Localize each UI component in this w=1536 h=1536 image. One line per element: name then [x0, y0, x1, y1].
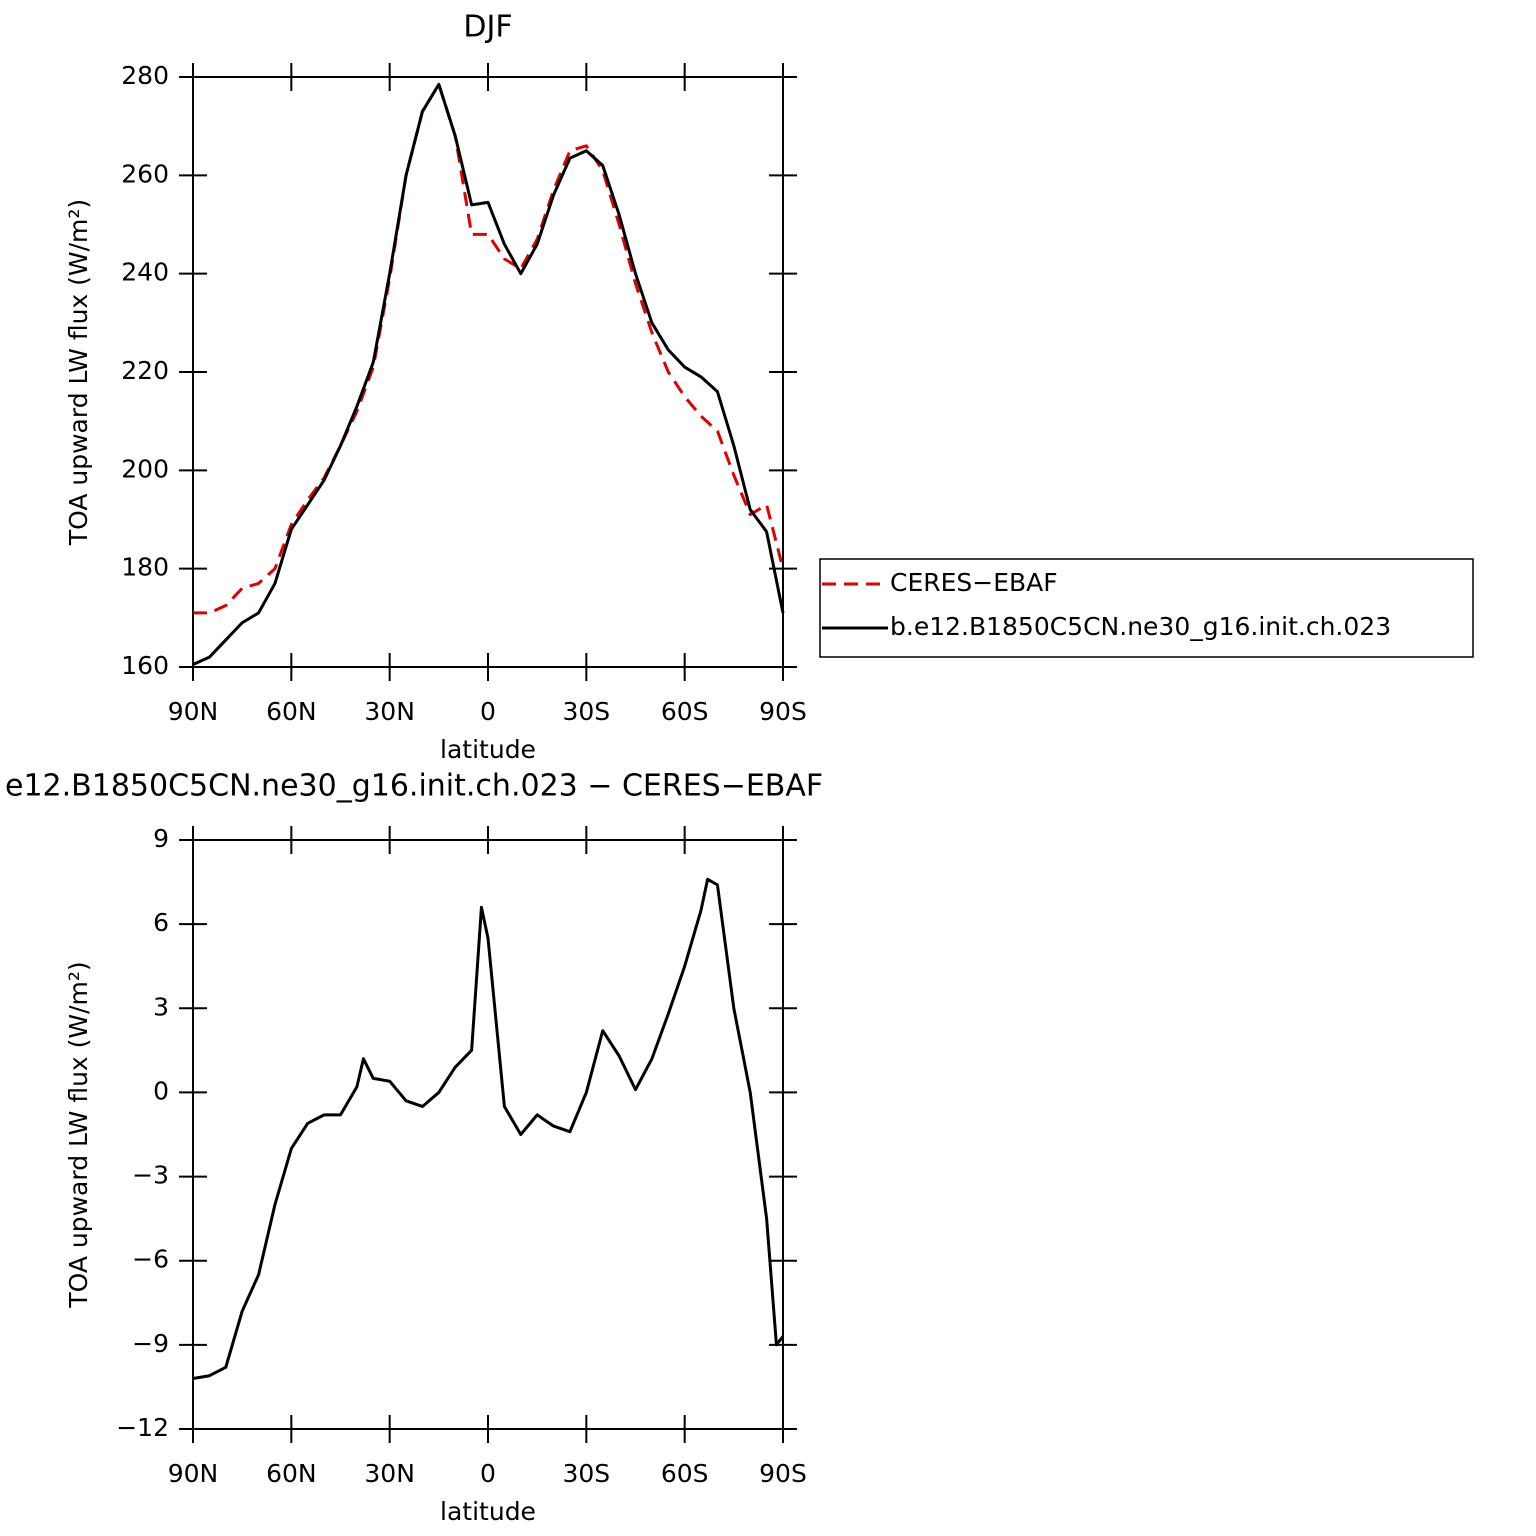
y-tick-label: −12: [116, 1413, 169, 1442]
x-tick-label: 30S: [562, 697, 610, 726]
y-tick-label: 180: [121, 553, 169, 582]
chart-title: e12.B1850C5CN.ne30_g16.init.ch.023 − CER…: [5, 769, 823, 804]
y-tick-label: 9: [153, 824, 169, 853]
x-tick-label: 30N: [364, 697, 415, 726]
y-tick-label: 6: [153, 908, 169, 937]
data-line: [192, 82, 785, 666]
x-tick-label: 60S: [661, 697, 709, 726]
x-tick-label: 30N: [364, 1459, 415, 1488]
x-tick-label: 90S: [759, 1459, 807, 1488]
x-axis-label: latitude: [440, 1497, 536, 1526]
x-tick-label: 90S: [759, 697, 807, 726]
legend-label: CERES−EBAF: [890, 568, 1058, 597]
legend-label: b.e12.B1850C5CN.ne30_g16.init.ch.023: [890, 612, 1391, 641]
y-tick-label: −3: [132, 1161, 169, 1190]
y-axis-label: TOA upward LW flux (W/m²): [64, 961, 93, 1308]
x-tick-label: 30S: [562, 1459, 610, 1488]
y-axis-label: TOA upward LW flux (W/m²): [64, 199, 93, 546]
y-tick-label: −6: [132, 1245, 169, 1274]
x-tick-label: 60N: [266, 1459, 317, 1488]
y-tick-label: 3: [153, 992, 169, 1021]
x-tick-label: 60S: [661, 1459, 709, 1488]
chart-title: DJF: [463, 10, 512, 45]
data-line: [192, 877, 785, 1380]
y-tick-label: −9: [132, 1329, 169, 1358]
x-tick-label: 60N: [266, 697, 317, 726]
y-tick-label: 200: [121, 454, 169, 483]
x-axis-label: latitude: [440, 735, 536, 764]
x-tick-label: 0: [480, 1459, 496, 1488]
y-tick-label: 260: [121, 159, 169, 188]
x-tick-label: 90N: [168, 697, 219, 726]
x-tick-label: 0: [480, 697, 496, 726]
y-tick-label: 280: [121, 61, 169, 90]
x-tick-label: 90N: [168, 1459, 219, 1488]
y-tick-label: 220: [121, 356, 169, 385]
legend-box: [819, 558, 1474, 658]
y-tick-label: 0: [153, 1076, 169, 1105]
data-line: [193, 82, 785, 615]
y-tick-label: 160: [121, 651, 169, 680]
y-tick-label: 240: [121, 258, 169, 287]
